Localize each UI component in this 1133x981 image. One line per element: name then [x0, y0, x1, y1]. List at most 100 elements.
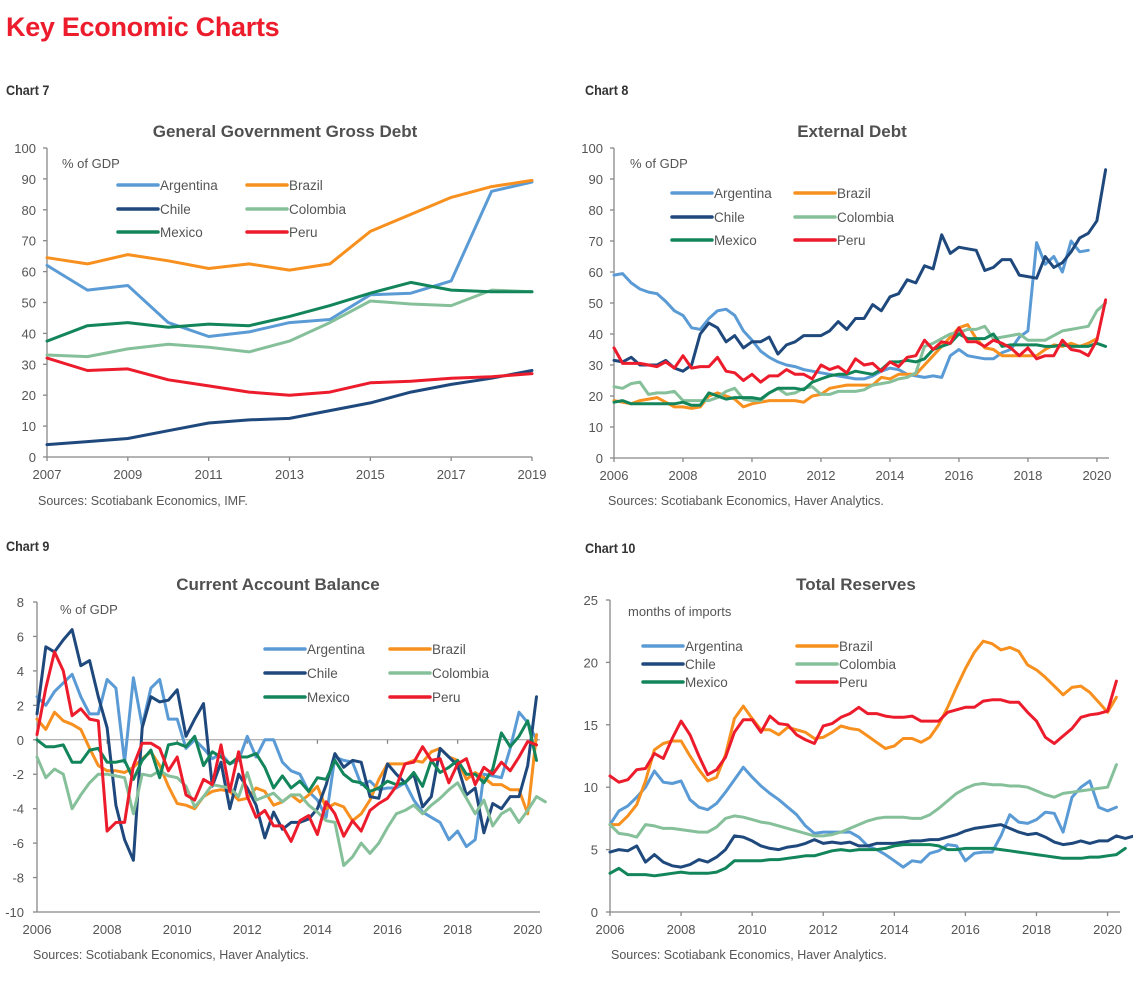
x-tick-label: 2012: [809, 922, 838, 937]
source-note: Sources: Scotiabank Economics, IMF.: [38, 494, 248, 508]
y-tick-label: 5: [591, 843, 598, 858]
x-tick-label: 2016: [951, 922, 980, 937]
legend-item-colombia: Colombia: [795, 657, 897, 672]
x-tick-label: 2016: [944, 468, 973, 483]
x-tick-label: 2015: [356, 467, 385, 482]
x-tick-label: 2010: [163, 922, 192, 937]
unit-label: % of GDP: [60, 602, 118, 617]
source-note: Sources: Scotiabank Economics, Haver Ana…: [608, 494, 884, 508]
legend-label: Chile: [307, 666, 338, 681]
y-tick-label: 0: [591, 905, 598, 920]
y-tick-label: 90: [22, 172, 36, 187]
series-line-mexico: [608, 843, 1127, 878]
legend-item-chile: Chile: [670, 210, 745, 225]
legend-item-peru: Peru: [793, 233, 866, 248]
source-note: Sources: Scotiabank Economics, Haver Ana…: [33, 948, 309, 962]
series-line-peru: [35, 650, 538, 843]
chart-title: External Debt: [797, 122, 907, 141]
y-tick-label: 100: [581, 141, 603, 156]
x-tick-label: 2010: [738, 468, 767, 483]
x-tick-label: 2009: [113, 467, 142, 482]
legend-item-brazil: Brazil: [793, 186, 871, 201]
x-tick-label: 2010: [738, 922, 767, 937]
series-line-brazil: [608, 639, 1118, 827]
y-tick-label: 10: [584, 780, 598, 795]
y-tick-label: 10: [22, 419, 36, 434]
legend-item-argentina: Argentina: [670, 186, 772, 201]
legend-label: Argentina: [160, 178, 218, 193]
x-tick-label: 2012: [233, 922, 262, 937]
legend-label: Brazil: [289, 178, 323, 193]
legend-label: Colombia: [432, 666, 490, 681]
legend-label: Mexico: [685, 675, 728, 690]
series-line-colombia: [35, 755, 547, 867]
legend-item-peru: Peru: [245, 225, 318, 240]
legend-label: Argentina: [685, 639, 743, 654]
legend-label: Chile: [714, 210, 745, 225]
legend-label: Mexico: [307, 690, 350, 705]
chart-title: Total Reserves: [796, 575, 916, 594]
legend-label: Mexico: [160, 225, 203, 240]
legend-item-peru: Peru: [795, 675, 868, 690]
series-line-chile: [612, 168, 1108, 373]
legend-item-brazil: Brazil: [388, 642, 466, 657]
chart-7-label: Chart 7: [6, 82, 50, 98]
unit-label: % of GDP: [630, 156, 688, 171]
y-tick-label: 70: [22, 234, 36, 249]
x-tick-label: 2014: [303, 922, 332, 937]
x-tick-label: 2014: [880, 922, 909, 937]
legend-item-argentina: Argentina: [641, 639, 743, 654]
series-line-argentina: [45, 180, 534, 338]
x-tick-label: 2006: [596, 922, 625, 937]
legend-item-mexico: Mexico: [116, 225, 203, 240]
y-tick-label: 20: [22, 388, 36, 403]
chart-9-current-account-balance: Current Account Balance % of GDP -10 -8 -6 -4…: [5, 575, 547, 962]
series-line-peru: [45, 356, 534, 397]
legend-item-mexico: Mexico: [263, 690, 350, 705]
legend-label: Peru: [837, 233, 866, 248]
series-line-argentina: [35, 672, 538, 849]
legend-label: Colombia: [837, 210, 895, 225]
legend-item-chile: Chile: [641, 657, 716, 672]
y-tick-label: 100: [14, 141, 36, 156]
legend-label: Peru: [432, 690, 461, 705]
series-line-colombia: [612, 301, 1108, 403]
x-tick-label: 2019: [518, 467, 547, 482]
y-tick-label: -2: [12, 767, 24, 782]
y-tick-label: 80: [22, 203, 36, 218]
y-tick-label: -8: [12, 871, 24, 886]
y-tick-label: 80: [589, 203, 603, 218]
y-tick-label: 30: [22, 357, 36, 372]
y-tick-label: 4: [17, 664, 24, 679]
legend-label: Peru: [839, 675, 868, 690]
legend-item-mexico: Mexico: [670, 233, 757, 248]
y-tick-label: 25: [584, 593, 598, 608]
x-tick-label: 2020: [1082, 468, 1111, 483]
legend-item-chile: Chile: [263, 666, 338, 681]
chart-10-label: Chart 10: [585, 540, 636, 556]
x-tick-label: 2018: [1013, 468, 1042, 483]
x-tick-label: 2008: [93, 922, 122, 937]
series-line-mexico: [35, 719, 538, 793]
x-tick-label: 2018: [1022, 922, 1051, 937]
legend-label: Argentina: [714, 186, 772, 201]
legend-label: Colombia: [289, 202, 347, 217]
x-tick-label: 2012: [807, 468, 836, 483]
legend-label: Brazil: [432, 642, 466, 657]
y-tick-label: 60: [589, 265, 603, 280]
y-tick-label: 50: [22, 296, 36, 311]
source-note: Sources: Scotiabank Economics, Haver Ana…: [611, 948, 887, 962]
x-tick-label: 2006: [600, 468, 629, 483]
y-tick-label: 90: [589, 172, 603, 187]
series-line-brazil: [612, 323, 1099, 410]
x-tick-label: 2020: [513, 922, 542, 937]
legend-label: Chile: [685, 657, 716, 672]
series-line-brazil: [45, 178, 534, 272]
chart-7-general-government-gross-debt: General Government Gross Debt % of GDP 0 10…: [14, 122, 546, 508]
legend-item-colombia: Colombia: [388, 666, 490, 681]
legend-item-brazil: Brazil: [245, 178, 323, 193]
series-line-mexico: [45, 280, 534, 343]
legend-label: Peru: [289, 225, 318, 240]
x-tick-label: 2011: [195, 467, 223, 482]
